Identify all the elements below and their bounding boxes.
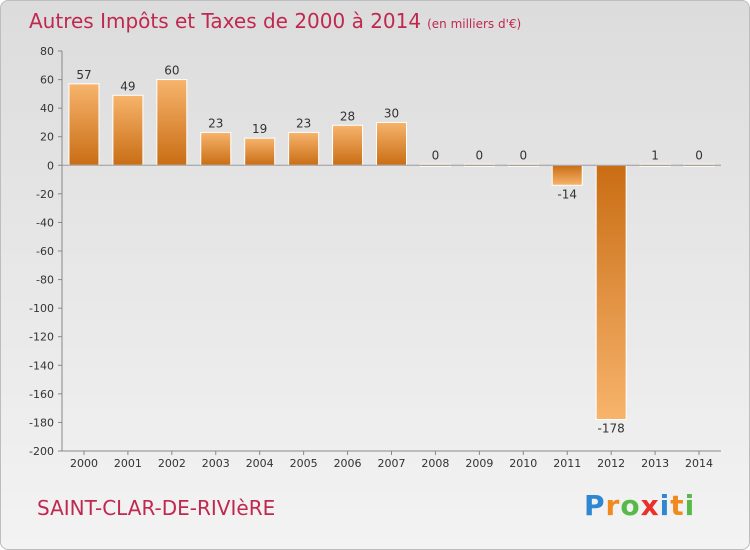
data-label-2013: 1 [651,148,659,162]
y-tick-label: 0 [47,159,54,172]
y-tick-label: -200 [29,445,54,458]
y-tick-label: -180 [29,416,54,429]
chart-title-unit: (en milliers d'€) [427,17,522,31]
bar-2011 [551,164,583,186]
data-label-2007: 30 [384,106,399,120]
bar-2000 [68,83,100,166]
y-tick-label: -160 [29,388,54,401]
y-tick-label: 80 [40,45,54,58]
logo-letter: r [605,489,621,522]
data-label-2010: 0 [519,148,527,162]
x-tick-label-2004: 2004 [246,457,274,470]
data-label-2009: 0 [476,148,484,162]
x-tick-label-2007: 2007 [378,457,406,470]
bar-2004 [244,137,276,166]
y-tick-label: 40 [40,102,54,115]
bar-2002 [156,79,188,166]
logo-letter: t [670,489,685,522]
data-label-2011: -14 [557,187,577,201]
data-label-2001: 49 [120,79,135,93]
x-tick-label-2009: 2009 [465,457,493,470]
data-label-2004: 19 [252,122,267,136]
x-tick-label-2013: 2013 [641,457,669,470]
y-tick-label: -100 [29,302,54,315]
data-label-2006: 28 [340,109,355,123]
y-tick-label: 60 [40,74,54,87]
y-tick-label: 20 [40,131,54,144]
x-tick-label-2005: 2005 [290,457,318,470]
x-tick-label-2002: 2002 [158,457,186,470]
x-tick-label-2003: 2003 [202,457,230,470]
y-tick-label: -140 [29,359,54,372]
data-label-2008: 0 [432,148,440,162]
bar-2001 [112,94,144,166]
proxiti-logo: Proxiti [584,489,695,522]
y-tick-label: -20 [36,188,54,201]
chart-title: Autres Impôts et Taxes de 2000 à 2014 (en… [29,9,521,33]
bar-2005 [288,131,320,166]
y-tick-label: -120 [29,331,54,344]
x-tick-label-2011: 2011 [553,457,581,470]
x-tick-label-2012: 2012 [597,457,625,470]
y-tick-label: -80 [36,274,54,287]
location-name: SAINT-CLAR-DE-RIVIèRE [37,496,276,520]
x-tick-label-2006: 2006 [334,457,362,470]
x-tick-label-2014: 2014 [685,457,713,470]
logo-letter: x [640,489,660,522]
data-label-2005: 23 [296,116,311,130]
y-tick-label: -40 [36,216,54,229]
data-label-2003: 23 [208,116,223,130]
bar-2007 [376,121,407,166]
logo-letter: i [684,489,696,522]
data-label-2002: 60 [164,64,179,78]
x-tick-label-2008: 2008 [421,457,449,470]
x-tick-label-2001: 2001 [114,457,142,470]
x-tick-label-2010: 2010 [509,457,537,470]
chart-title-main: Autres Impôts et Taxes de 2000 à 2014 [29,9,422,33]
y-tick-label: -60 [36,245,54,258]
logo-letter: i [659,489,671,522]
logo-letter: P [584,489,606,522]
bar-2012 [595,164,627,421]
logo-letter: o [620,489,641,522]
data-label-2000: 57 [76,68,91,82]
bar-2003 [200,131,232,166]
data-label-2014: 0 [695,148,703,162]
bar-2006 [332,124,364,166]
x-tick-label-2000: 2000 [70,457,98,470]
data-label-2012: -178 [598,422,625,436]
